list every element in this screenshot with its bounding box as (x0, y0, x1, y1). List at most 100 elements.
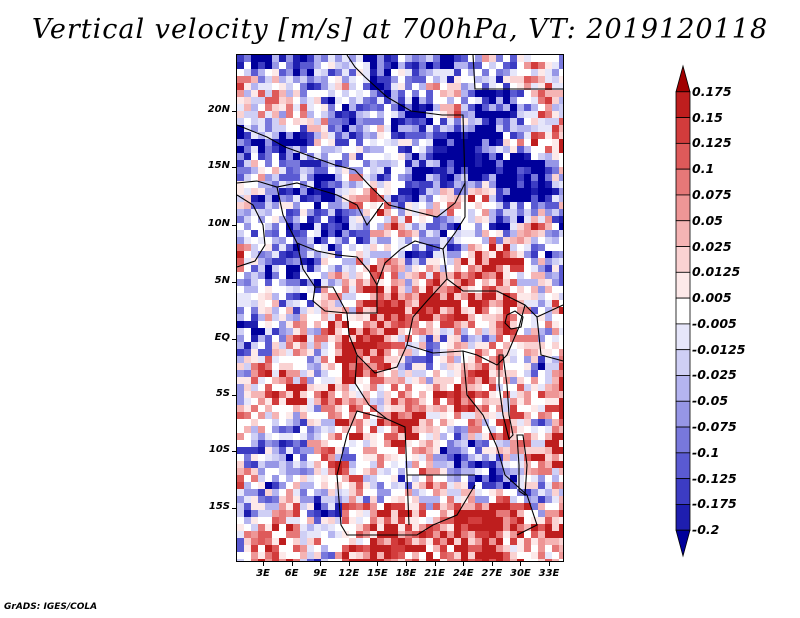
field-cell (279, 216, 287, 224)
field-cell (391, 90, 399, 98)
field-cell (468, 293, 476, 301)
field-cell (237, 412, 245, 420)
field-cell (545, 545, 553, 553)
field-cell (475, 83, 483, 91)
field-cell (559, 503, 563, 511)
field-cell (475, 160, 483, 168)
field-cell (265, 454, 273, 462)
field-cell (461, 216, 469, 224)
field-cell (251, 181, 259, 189)
lon-tick-label: 24E (452, 568, 474, 579)
field-cell (461, 468, 469, 476)
field-cell (468, 279, 476, 287)
field-cell (405, 118, 413, 126)
field-cell (356, 188, 364, 196)
field-cell (363, 251, 371, 259)
lon-tick-label: 18E (395, 568, 417, 579)
field-cell (398, 132, 406, 140)
field-cell (300, 503, 308, 511)
field-cell (552, 503, 560, 511)
field-cell (286, 377, 294, 385)
field-cell (552, 307, 560, 315)
field-cell (391, 370, 399, 378)
field-cell (454, 419, 462, 427)
field-cell (461, 503, 469, 511)
field-cell (468, 181, 476, 189)
field-cell (251, 272, 259, 280)
field-cell (433, 496, 441, 504)
field-cell (258, 139, 266, 147)
field-cell (559, 90, 563, 98)
country-border (237, 180, 384, 227)
field-cell (517, 209, 525, 217)
field-cell (377, 321, 385, 329)
field-cell (279, 356, 287, 364)
field-cell (405, 349, 413, 357)
field-cell (461, 328, 469, 336)
field-cell (265, 517, 273, 525)
field-cell (482, 146, 490, 154)
field-cell (307, 272, 315, 280)
field-cell (468, 454, 476, 462)
field-cell (419, 335, 427, 343)
field-cell (370, 538, 378, 546)
field-cell (405, 356, 413, 364)
field-cell (384, 111, 392, 119)
field-cell (363, 321, 371, 329)
field-cell (524, 531, 532, 539)
field-cell (258, 174, 266, 182)
field-cell (356, 307, 364, 315)
field-cell (384, 118, 392, 126)
field-cell (447, 377, 455, 385)
field-cell (545, 496, 553, 504)
field-cell (503, 419, 511, 427)
field-cell (279, 321, 287, 329)
field-cell (552, 167, 560, 175)
field-cell (265, 370, 273, 378)
field-cell (398, 461, 406, 469)
field-cell (496, 419, 504, 427)
field-cell (272, 363, 280, 371)
field-cell (251, 244, 259, 252)
field-cell (251, 167, 259, 175)
colorbar-segment (675, 478, 691, 505)
field-cell (370, 244, 378, 252)
field-cell (398, 76, 406, 84)
field-cell (538, 377, 546, 385)
field-cell (482, 384, 490, 392)
field-cell (293, 419, 301, 427)
field-cell (321, 293, 329, 301)
field-cell (531, 258, 539, 266)
field-cell (279, 181, 287, 189)
field-cell (321, 517, 329, 525)
field-cell (517, 433, 525, 441)
field-cell (300, 153, 308, 161)
field-cell (328, 286, 336, 294)
field-cell (377, 489, 385, 497)
field-cell (286, 398, 294, 406)
field-cell (496, 167, 504, 175)
field-cell (517, 55, 525, 63)
field-cell (286, 307, 294, 315)
field-cell (538, 160, 546, 168)
colorbar-label: -0.1 (692, 444, 720, 460)
field-cell (398, 293, 406, 301)
field-cell (545, 209, 553, 217)
field-cell (517, 398, 525, 406)
field-cell (314, 118, 322, 126)
field-cell (454, 76, 462, 84)
field-cell (482, 300, 490, 308)
field-cell (377, 440, 385, 448)
field-cell (251, 412, 259, 420)
field-cell (412, 83, 420, 91)
field-cell (419, 69, 427, 77)
field-cell (370, 342, 378, 350)
field-cell (314, 202, 322, 210)
field-cell (468, 468, 476, 476)
field-cell (286, 146, 294, 154)
field-cell (258, 104, 266, 112)
field-cell (475, 461, 483, 469)
field-cell (412, 125, 420, 133)
field-cell (251, 97, 259, 105)
field-cell (356, 286, 364, 294)
